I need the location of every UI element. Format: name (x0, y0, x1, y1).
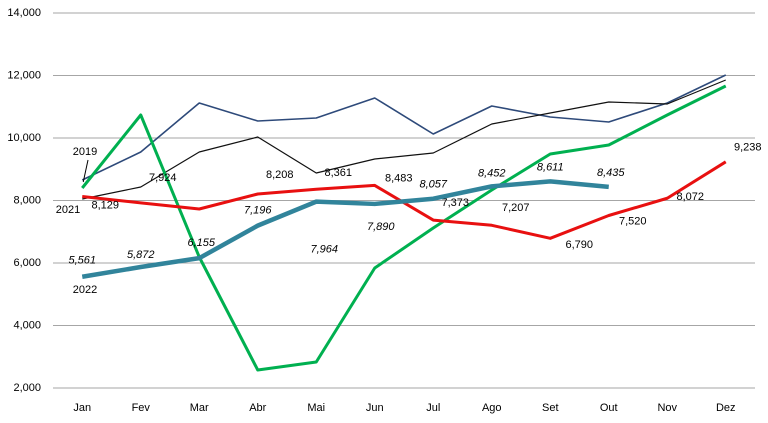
data-label: 7,520 (619, 215, 647, 227)
data-label: 6,790 (565, 239, 593, 251)
data-label: 7,196 (244, 205, 272, 217)
data-label: 8,057 (419, 179, 447, 191)
x-tick-label: Jun (366, 402, 384, 414)
series-name: 2019 (73, 146, 97, 158)
x-tick-label: Dez (716, 402, 736, 414)
data-label: 7,924 (149, 172, 177, 184)
y-tick-label: 6,000 (13, 257, 41, 269)
data-label: 8,452 (478, 167, 506, 179)
y-tick-label: 10,000 (7, 132, 41, 144)
series-name: 2022 (73, 284, 97, 296)
series-line (81, 84, 727, 372)
x-tick-label: Out (600, 402, 618, 414)
data-label: 8,435 (597, 167, 625, 179)
data-label: 8,072 (676, 191, 704, 203)
x-tick-label: Jul (426, 402, 440, 414)
data-label: 6,155 (187, 237, 215, 249)
series-line (82, 79, 726, 200)
x-tick-label: Jan (73, 402, 91, 414)
data-label: 8,208 (266, 169, 294, 181)
data-label: 5,561 (68, 255, 96, 267)
data-label: 7,964 (310, 244, 338, 256)
series-name: 2021 (56, 204, 80, 216)
x-tick-label: Ago (482, 402, 502, 414)
x-tick-label: Nov (657, 402, 677, 414)
x-tick-label: Mar (190, 402, 209, 414)
x-tick-label: Fev (132, 402, 151, 414)
y-tick-label: 4,000 (13, 319, 41, 331)
annotation-arrow (82, 159, 89, 183)
data-label: 8,611 (537, 161, 564, 173)
y-tick-label: 14,000 (7, 7, 41, 19)
x-tick-label: Set (542, 402, 559, 414)
x-tick-label: Mai (307, 402, 325, 414)
x-tick-label: Abr (249, 402, 266, 414)
data-label: 9,238 (734, 142, 762, 154)
data-label: 7,373 (441, 197, 469, 209)
data-label: 7,890 (367, 221, 395, 233)
data-label: 5,872 (127, 249, 155, 261)
y-tick-label: 8,000 (13, 194, 41, 206)
series-line (81, 179, 609, 279)
data-label: 8,361 (324, 167, 352, 179)
y-tick-label: 2,000 (13, 382, 41, 394)
series-line (81, 74, 727, 181)
data-label: 8,129 (91, 199, 119, 211)
y-tick-label: 12,000 (7, 69, 41, 81)
data-label: 7,207 (502, 202, 530, 214)
data-label: 8,483 (385, 172, 413, 184)
